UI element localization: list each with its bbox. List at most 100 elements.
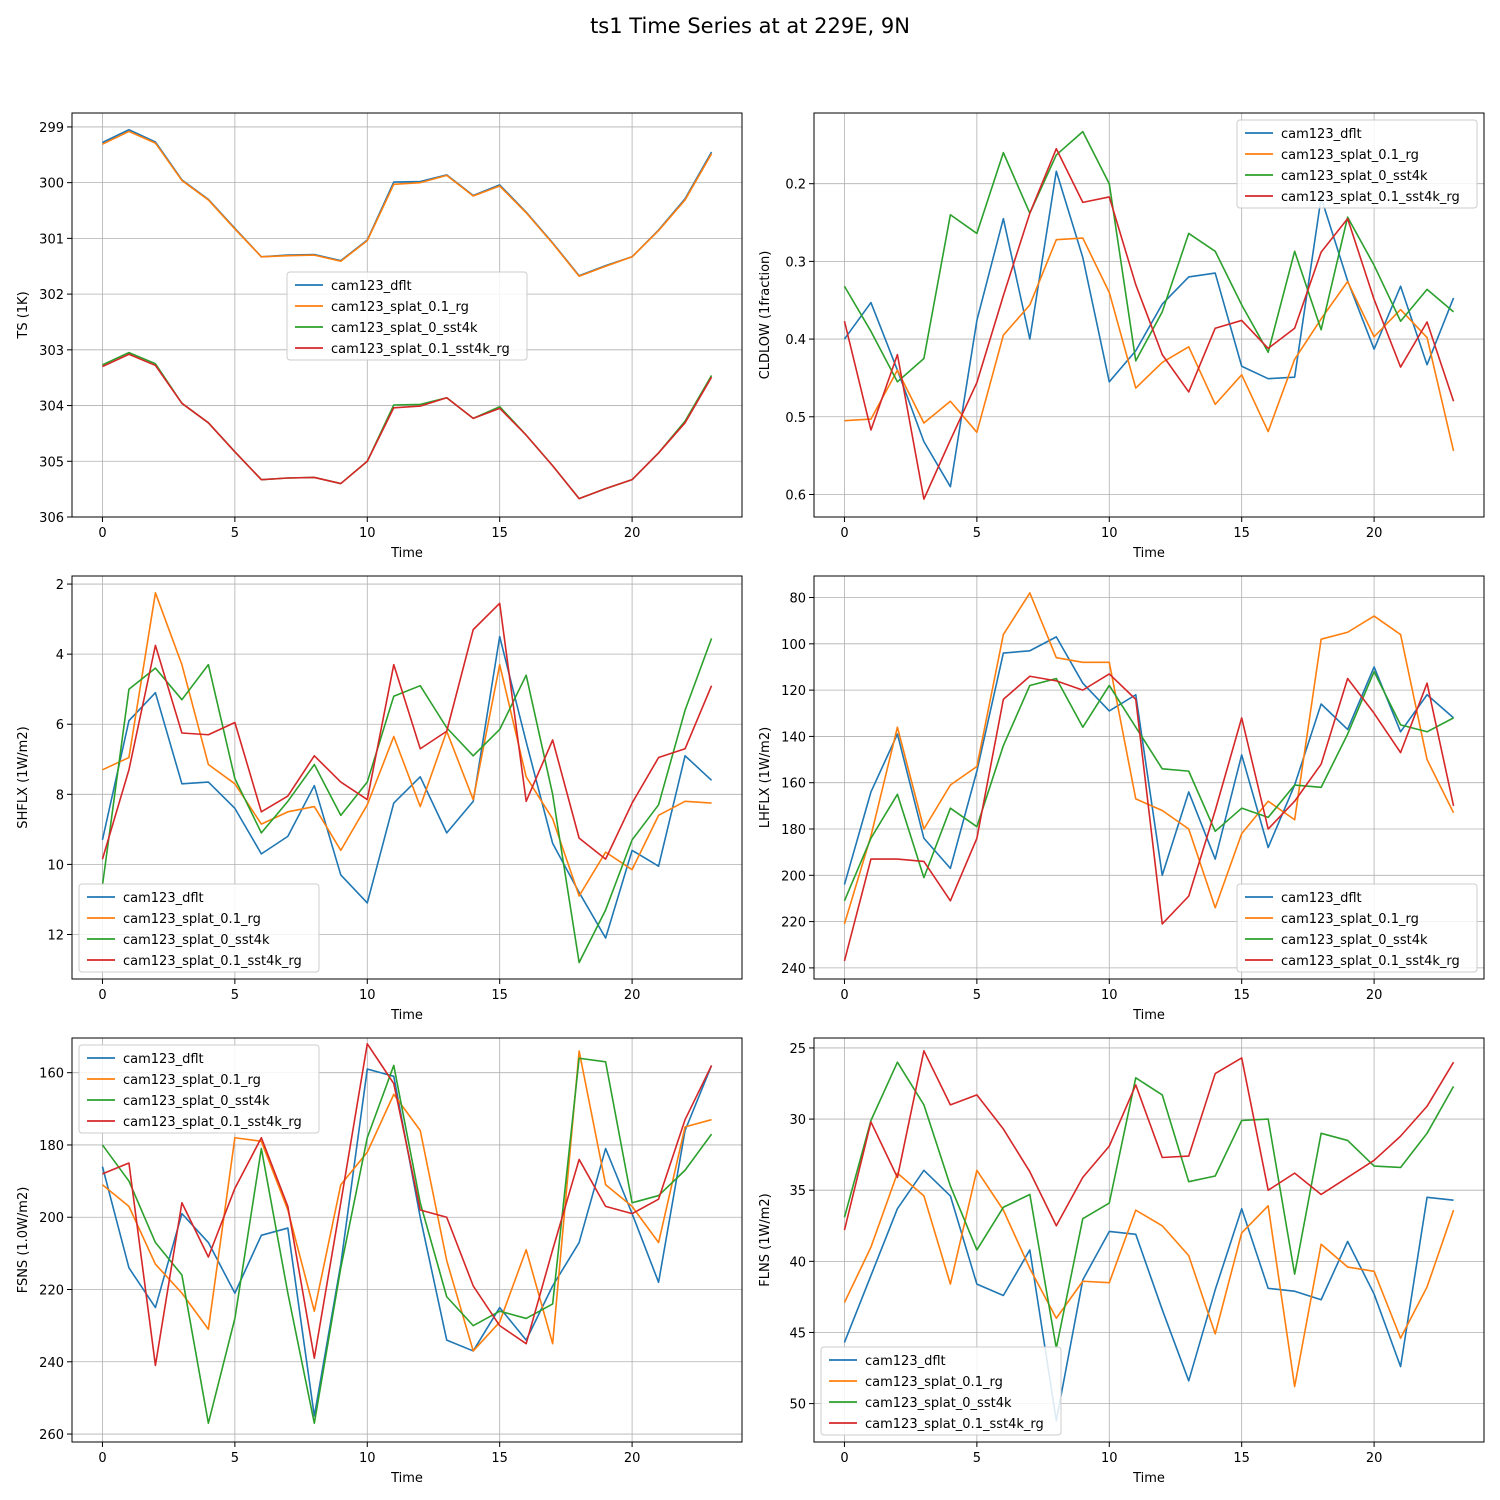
y-tick-label: 160 [781, 777, 806, 792]
x-tick-label: 5 [231, 988, 239, 1003]
plot-frame [813, 112, 1485, 518]
y-tick-label: 306 [39, 511, 64, 526]
legend: cam123_dflt cam123_splat_0.1_rg cam123_spl… [820, 1346, 1062, 1436]
legend-label: cam123_dflt [865, 1354, 946, 1369]
y-tick-label: 120 [781, 684, 806, 699]
x-axis-label: Time [1132, 546, 1165, 561]
x-tick-label: 0 [98, 988, 106, 1003]
y-tick-label: 100 [781, 638, 806, 653]
series-line-2 [843, 592, 1455, 925]
legend-label: cam123_splat_0.1_sst4k_rg [123, 954, 302, 969]
y-tick-label: 220 [39, 1284, 64, 1299]
y-axis-label: SHFLX (1W/m2) [16, 726, 31, 828]
x-tick-label: 15 [1233, 526, 1250, 541]
legend-label: cam123_splat_0.1_rg [1281, 148, 1419, 163]
y-tick-label: 160 [39, 1067, 64, 1082]
legend-label: cam123_dflt [123, 891, 204, 906]
y-tick-label: 25 [789, 1042, 806, 1057]
series-line-1 [102, 128, 713, 277]
series-line-4 [101, 602, 713, 860]
y-axis-label: TS (1K) [16, 291, 31, 339]
y-tick-label: 200 [781, 869, 806, 884]
legend-label: cam123_splat_0_sst4k [1281, 169, 1428, 184]
series-line-1 [843, 170, 1455, 488]
y-tick-label: 303 [39, 344, 64, 359]
x-tick-label: 5 [973, 526, 981, 541]
x-tick-label: 15 [491, 988, 508, 1003]
series-line-2 [102, 592, 712, 897]
series-line-2 [844, 237, 1455, 452]
x-tick-label: 10 [359, 1451, 376, 1466]
series-line-3 [843, 1061, 1455, 1349]
plot-frame [813, 1037, 1485, 1443]
y-tick-label: 299 [39, 121, 64, 136]
legend-label: cam123_dflt [331, 279, 412, 294]
series-line-4 [102, 1042, 713, 1367]
series-line-2 [102, 130, 713, 278]
chart-panel-3: 0 5 10 15 20 2 4 6 8 10 12 Time SHFLX (1W/m2) cam123_… [16, 575, 743, 1023]
legend-box [820, 1346, 1062, 1436]
legend: cam123_dflt cam123_splat_0.1_rg cam123_spl… [78, 883, 320, 973]
legend-label: cam123_splat_0.1_rg [865, 1375, 1003, 1390]
y-tick-label: 304 [39, 400, 64, 415]
series-line-1 [843, 1169, 1454, 1422]
legend-label: cam123_splat_0_sst4k [865, 1396, 1012, 1411]
x-tick-label: 15 [1233, 1451, 1250, 1466]
y-tick-label: 0.2 [785, 178, 806, 193]
series-line-3 [101, 638, 713, 964]
y-axis-label: FLNS (1W/m2) [758, 1193, 773, 1286]
plot-frame [813, 575, 1485, 980]
legend-label: cam123_splat_0_sst4k [123, 1094, 270, 1109]
y-tick-label: 8 [56, 788, 64, 803]
legend-label: cam123_splat_0.1_sst4k_rg [1281, 190, 1460, 205]
y-tick-label: 305 [39, 455, 64, 470]
legend-label: cam123_splat_0.1_rg [331, 300, 469, 315]
y-tick-label: 80 [789, 592, 806, 607]
legend-box [1236, 883, 1478, 973]
y-tick-label: 0.5 [785, 411, 806, 426]
x-tick-label: 5 [231, 1451, 239, 1466]
x-tick-label: 0 [840, 1451, 848, 1466]
legend: cam123_dflt cam123_splat_0.1_rg cam123_spl… [286, 271, 528, 361]
x-axis-label: Time [390, 546, 423, 561]
legend-label: cam123_dflt [123, 1052, 204, 1067]
series-line-3 [101, 1057, 713, 1425]
y-tick-label: 0.3 [785, 255, 806, 270]
x-tick-label: 10 [1101, 988, 1118, 1003]
series-line-2 [101, 1050, 712, 1352]
y-tick-label: 180 [781, 823, 806, 838]
y-tick-label: 35 [789, 1184, 806, 1199]
legend-label: cam123_splat_0_sst4k [331, 321, 478, 336]
x-tick-label: 20 [624, 988, 641, 1003]
legend-label: cam123_splat_0.1_sst4k_rg [865, 1417, 1044, 1432]
x-tick-label: 15 [491, 1451, 508, 1466]
y-tick-label: 240 [781, 962, 806, 977]
series-line-2 [843, 1169, 1455, 1388]
y-tick-label: 301 [39, 232, 64, 247]
legend-label: cam123_dflt [1281, 127, 1362, 142]
series-line-3 [102, 351, 713, 500]
y-tick-label: 2 [56, 578, 64, 593]
x-tick-label: 10 [1101, 1451, 1118, 1466]
x-tick-label: 15 [1233, 988, 1250, 1003]
legend-label: cam123_splat_0_sst4k [1281, 933, 1428, 948]
legend-label: cam123_dflt [1281, 891, 1362, 906]
y-tick-label: 140 [781, 730, 806, 745]
x-tick-label: 0 [98, 1451, 106, 1466]
x-tick-label: 10 [359, 988, 376, 1003]
series-line-4 [102, 353, 713, 500]
legend-box [78, 1044, 320, 1134]
chart-panel-5: 0 5 10 15 20 160 180 200 220 240 260 Time FSNS (1.0W… [16, 1037, 743, 1486]
chart-panel-6: 0 5 10 15 20 25 30 35 40 45 50 Time FLNS (1W/m2) cam1… [758, 1037, 1485, 1486]
legend-label: cam123_splat_0.1_rg [123, 912, 261, 927]
y-tick-label: 0.4 [785, 333, 806, 348]
legend-label: cam123_splat_0.1_rg [1281, 912, 1419, 927]
y-axis-label: LHFLX (1W/m2) [758, 727, 773, 828]
x-tick-label: 0 [98, 526, 106, 541]
x-axis-label: Time [390, 1008, 423, 1023]
x-tick-label: 10 [1101, 526, 1118, 541]
x-tick-label: 5 [231, 526, 239, 541]
legend-box [1236, 119, 1478, 209]
